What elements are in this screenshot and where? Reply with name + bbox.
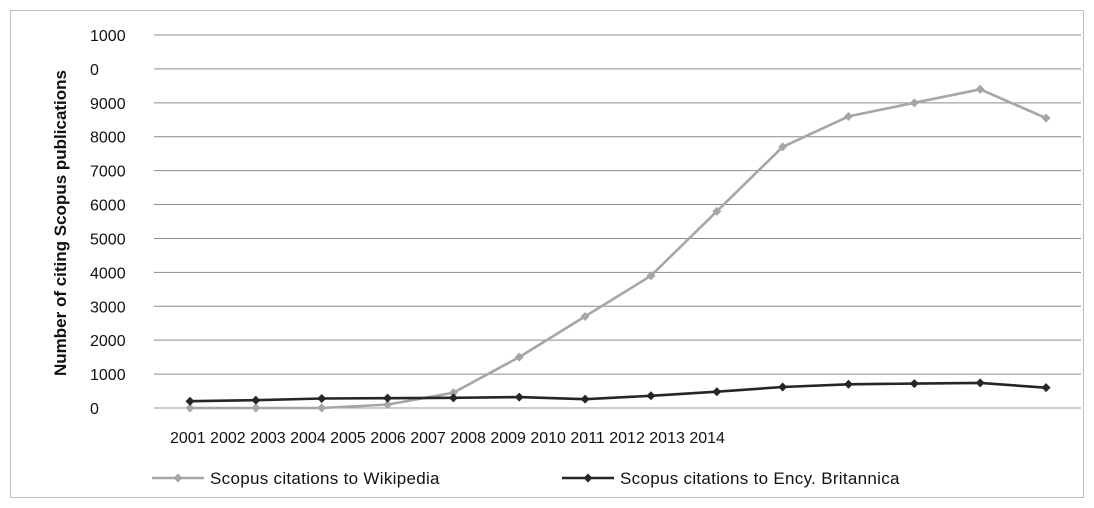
data-point-0-6	[580, 311, 590, 321]
y-tick-label: 6000	[90, 198, 126, 215]
y-tick-label: 5000	[90, 231, 126, 248]
y-axis-title: Number of citing Scopus publications	[51, 70, 70, 376]
data-point-1-4	[448, 393, 458, 403]
legend-label: Scopus citations to Ency. Britannica	[620, 469, 900, 488]
data-point-1-9	[778, 382, 788, 392]
data-point-1-13	[1041, 383, 1051, 393]
data-point-0-0	[185, 403, 195, 413]
data-point-1-2	[317, 394, 327, 404]
data-point-1-3	[383, 393, 393, 403]
y-tick-label: 0	[90, 401, 99, 418]
y-tick-label: 0	[90, 62, 99, 79]
series-line-1	[189, 381, 1047, 403]
series-group	[185, 84, 1051, 413]
legend: Scopus citations to Wikipedia Scopus cita…	[152, 469, 900, 488]
legend-label: Scopus citations to Wikipedia	[210, 469, 440, 488]
data-point-0-12	[975, 84, 985, 94]
y-tick-label: 4000	[90, 265, 126, 282]
legend-marker	[583, 473, 593, 483]
data-point-1-8	[712, 387, 722, 397]
data-point-1-7	[646, 391, 656, 401]
y-tick-label: 1000	[90, 28, 126, 45]
data-point-0-8	[712, 206, 722, 216]
y-tick-label: 9000	[90, 96, 126, 113]
data-point-0-2	[317, 403, 327, 413]
data-point-1-11	[909, 379, 919, 389]
grid-lines	[154, 34, 1081, 409]
data-point-0-10	[844, 111, 853, 121]
y-tick-labels: 0 1000 2000 3000 4000 5000 6000 7000 8000 9000 0 10…	[90, 28, 126, 418]
data-point-0-1	[251, 403, 261, 413]
data-point-0-3	[383, 400, 393, 410]
legend-marker	[173, 473, 183, 483]
series-line-0	[190, 88, 1047, 410]
data-point-1-12	[975, 378, 985, 388]
y-tick-label: 3000	[90, 299, 126, 316]
y-tick-label: 7000	[90, 164, 126, 181]
y-tick-label: 2000	[90, 333, 126, 350]
data-point-0-9	[778, 142, 788, 152]
data-point-0-4	[448, 388, 458, 398]
data-point-1-6	[580, 394, 590, 404]
data-point-1-10	[844, 379, 853, 389]
data-point-1-1	[251, 395, 261, 405]
chart-frame: 0 1000 2000 3000 4000 5000 6000 7000 8000 9000 0 10…	[10, 10, 1084, 498]
data-point-0-11	[909, 98, 919, 108]
line-chart: 0 1000 2000 3000 4000 5000 6000 7000 8000 9000 0 10…	[51, 28, 1081, 488]
data-point-1-5	[514, 392, 524, 402]
y-tick-label: 8000	[90, 130, 126, 147]
y-tick-label: 1000	[90, 367, 126, 384]
x-tick-labels: 2001 2002 2003 2004 2005 2006 2007 2008 …	[170, 430, 725, 447]
data-point-0-13	[1041, 113, 1051, 123]
data-point-0-5	[514, 352, 524, 362]
data-point-1-0	[185, 396, 195, 406]
data-point-0-7	[646, 271, 656, 281]
